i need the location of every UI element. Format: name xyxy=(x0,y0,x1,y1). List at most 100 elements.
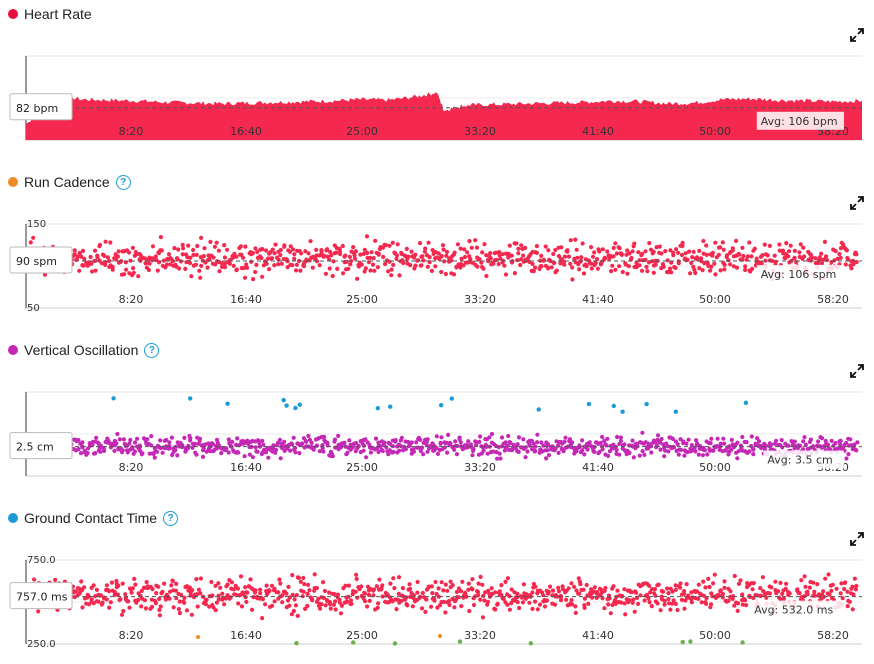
data-point xyxy=(409,249,414,254)
ground-contact-time-title-text: Ground Contact Time xyxy=(24,510,158,526)
heart-rate-panel: Heart Rate 8:20 16:40 25:00 33:20 41:40 50:00… xyxy=(0,0,874,160)
data-point xyxy=(348,598,354,603)
data-point xyxy=(747,240,752,245)
data-point xyxy=(439,254,444,259)
data-point xyxy=(615,434,620,440)
data-point xyxy=(736,449,741,454)
data-point xyxy=(679,597,685,602)
data-point xyxy=(759,261,764,266)
data-point xyxy=(278,456,283,461)
data-point xyxy=(284,591,289,596)
expand-icon[interactable] xyxy=(850,364,864,378)
data-point xyxy=(289,612,294,617)
data-point xyxy=(639,268,645,273)
data-point xyxy=(634,261,639,266)
data-point xyxy=(232,251,237,256)
data-point xyxy=(726,598,731,603)
data-point xyxy=(349,601,354,607)
data-point xyxy=(367,598,372,603)
data-point xyxy=(364,234,370,239)
data-point xyxy=(222,255,227,260)
data-point xyxy=(235,436,240,441)
data-point xyxy=(201,254,206,259)
data-point xyxy=(293,603,299,608)
data-point xyxy=(391,449,396,455)
data-point xyxy=(647,600,652,605)
question-circle-icon[interactable]: ? xyxy=(163,510,179,526)
data-point xyxy=(285,598,291,603)
data-point-secondary xyxy=(611,403,616,409)
ground-contact-time-chart[interactable]: 750.0 250.0 8:20 16:40 25:00 33:20 41:40 50:00 5… xyxy=(0,504,874,664)
data-point xyxy=(561,449,566,454)
data-point xyxy=(144,580,149,585)
data-point xyxy=(820,436,825,441)
data-point xyxy=(720,240,725,245)
data-point xyxy=(107,605,112,610)
data-point xyxy=(310,265,315,270)
data-point xyxy=(656,582,661,587)
expand-icon[interactable] xyxy=(850,196,864,210)
data-point xyxy=(365,250,370,256)
data-point xyxy=(257,441,262,446)
data-point xyxy=(455,242,460,247)
data-point xyxy=(203,602,208,607)
data-point xyxy=(751,581,756,586)
data-point xyxy=(260,438,265,443)
data-point xyxy=(454,589,459,595)
data-point xyxy=(608,611,613,616)
data-point xyxy=(503,272,509,277)
data-point xyxy=(756,439,762,444)
data-point xyxy=(453,439,458,444)
data-point xyxy=(662,602,667,607)
data-point xyxy=(301,589,306,594)
question-circle-icon[interactable]: ? xyxy=(144,342,160,358)
data-point xyxy=(305,591,310,596)
data-point xyxy=(701,579,706,584)
data-point xyxy=(383,261,388,267)
data-point xyxy=(133,582,138,587)
data-point xyxy=(638,593,643,598)
data-point xyxy=(116,249,121,254)
data-point xyxy=(654,245,659,250)
data-point xyxy=(170,258,175,264)
data-point xyxy=(678,581,683,586)
question-circle-icon[interactable]: ? xyxy=(115,174,131,190)
heart-rate-legend-dot xyxy=(8,9,18,19)
data-point xyxy=(803,584,808,589)
data-point xyxy=(580,241,585,246)
expand-icon[interactable] xyxy=(850,532,864,546)
data-point xyxy=(839,581,844,586)
data-point-secondary xyxy=(680,639,685,645)
expand-icon[interactable] xyxy=(850,28,864,42)
data-point xyxy=(512,271,518,276)
data-point xyxy=(280,600,285,605)
data-point xyxy=(680,243,685,248)
data-point xyxy=(662,454,667,459)
data-point xyxy=(266,455,271,460)
data-point xyxy=(328,606,333,611)
data-point xyxy=(479,260,484,265)
data-point xyxy=(93,268,98,273)
data-point xyxy=(597,249,602,254)
data-point xyxy=(630,438,635,443)
run-cadence-chart[interactable]: 150 50 8:20 16:40 25:00 33:20 41:40 50:00 58:20 9… xyxy=(0,168,874,328)
data-point xyxy=(299,441,305,446)
data-point xyxy=(603,585,608,591)
data-point xyxy=(786,249,792,254)
data-point xyxy=(589,261,594,266)
data-point xyxy=(589,245,594,250)
data-point xyxy=(581,271,587,276)
data-point xyxy=(699,600,704,605)
data-point xyxy=(687,249,692,254)
data-point xyxy=(183,266,188,271)
data-point xyxy=(787,591,792,596)
data-point xyxy=(229,580,234,585)
data-point xyxy=(116,583,121,588)
data-point xyxy=(780,445,785,450)
ground-contact-time-legend-dot xyxy=(8,513,18,523)
data-point xyxy=(729,447,734,452)
data-point xyxy=(337,600,342,605)
data-point xyxy=(712,261,717,266)
